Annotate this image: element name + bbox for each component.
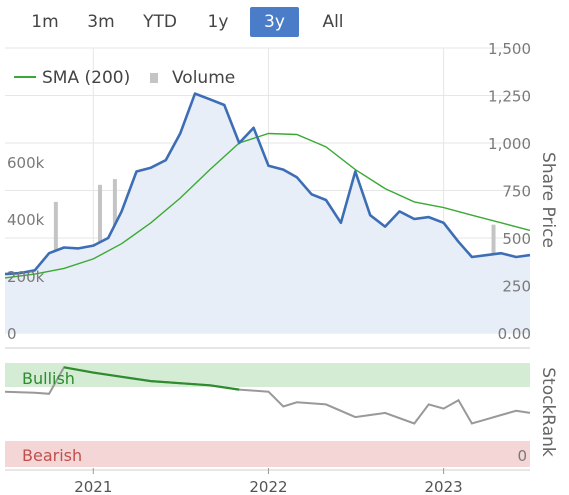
x-tick-label: 2023 — [425, 478, 463, 495]
stockrank-tick-label: 0 — [517, 447, 527, 465]
sma-line — [4, 132, 531, 279]
x-tick-label: 2022 — [249, 478, 287, 495]
bearish-label: Bearish — [22, 446, 82, 465]
stockrank-axis-title: StockRank — [538, 367, 558, 457]
range-button-1m[interactable]: 1m — [31, 12, 59, 32]
bullish-label: Bullish — [22, 369, 75, 388]
range-button-ytd[interactable]: YTD — [143, 12, 177, 32]
sma-series-line — [4, 132, 531, 279]
price-tick-label: 250 — [502, 278, 531, 296]
price-tick-label: 1,000 — [488, 135, 531, 153]
stockrank-line — [4, 366, 531, 425]
share-price-axis-title: Share Price — [538, 152, 558, 248]
price-series-line — [4, 92, 531, 276]
price-area-fill — [5, 93, 530, 333]
legend: SMA (200) Volume — [14, 68, 235, 88]
price-tick-label: 0.00 — [498, 325, 531, 343]
bearish-band — [5, 441, 530, 467]
sma-legend-label: SMA (200) — [42, 68, 130, 88]
stockrank-bullish-segment — [63, 366, 240, 391]
volume-legend-marker — [150, 73, 158, 83]
range-selector: 1m 3m YTD 1y 3y All — [0, 0, 569, 44]
price-tick-label: 750 — [502, 183, 531, 201]
price-line — [4, 92, 531, 276]
price-tick-label: 1,250 — [488, 88, 531, 106]
price-tick-label: 500 — [502, 230, 531, 248]
volume-tick-label: 400k — [7, 211, 45, 229]
volume-tick-label: 600k — [7, 154, 45, 172]
bullish-band — [5, 363, 530, 387]
volume-tick-label: 0 — [7, 325, 17, 343]
range-button-all[interactable]: All — [322, 12, 344, 32]
volume-legend-label: Volume — [172, 68, 235, 88]
price-area — [5, 93, 530, 333]
x-tick-label: 2021 — [74, 478, 112, 495]
stockrank-bands — [5, 347, 530, 471]
price-tick-label: 1,500 — [488, 40, 531, 58]
range-button-1y[interactable]: 1y — [207, 12, 229, 32]
axis-labels: 0.00 250 500 750 1,000 1,250 1,500 2021 2022 2023… — [7, 40, 558, 495]
volume-tick-label: 200k — [7, 268, 45, 286]
range-button-3m[interactable]: 3m — [87, 12, 115, 32]
range-button-3y[interactable]: 3y — [250, 7, 299, 37]
